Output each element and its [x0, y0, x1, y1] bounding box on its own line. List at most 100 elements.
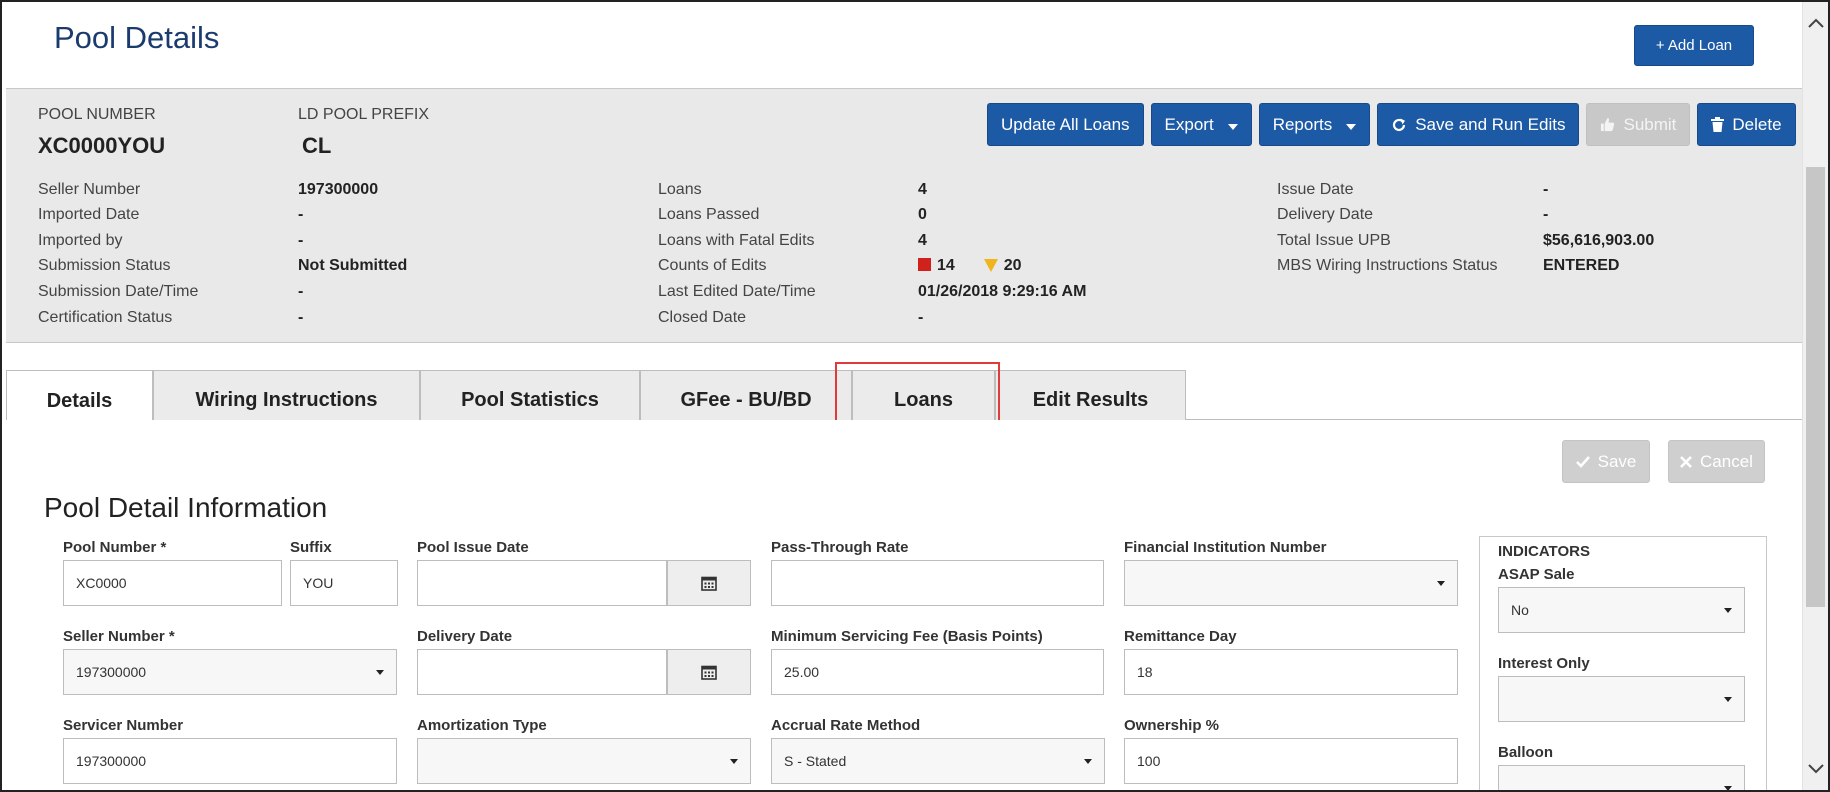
accrual-rate-method-select[interactable]: S - Stated — [771, 738, 1105, 784]
asap-sale-select[interactable]: No — [1498, 587, 1745, 633]
seller-number-select[interactable]: 197300000 — [63, 649, 397, 695]
delete-label: Delete — [1732, 114, 1782, 134]
remittance-day-label: Remittance Day — [1124, 628, 1237, 645]
indicators-title: INDICATORS — [1498, 543, 1590, 560]
pool-number-field-label: Pool Number * — [63, 539, 167, 556]
pool-issue-date-label: Pool Issue Date — [417, 539, 529, 556]
interest-only-select[interactable] — [1498, 676, 1745, 722]
delivery-date-row: Delivery Date - — [1277, 206, 1548, 224]
delete-button[interactable]: Delete — [1697, 103, 1796, 146]
cancel-label: Cancel — [1700, 451, 1753, 471]
thumbs-up-icon — [1601, 117, 1615, 132]
save-button[interactable]: Save — [1562, 440, 1650, 483]
fatal-square-icon — [918, 258, 931, 271]
pool-issue-date-calendar-button[interactable] — [667, 560, 751, 606]
loans-passed-label: Loans Passed — [658, 206, 760, 223]
delivery-date-input[interactable] — [417, 649, 667, 695]
cancel-button[interactable]: Cancel — [1668, 440, 1765, 483]
mbs-wiring-status-row: MBS Wiring Instructions Status ENTERED — [1277, 257, 1619, 275]
submission-status-value: Not Submitted — [298, 257, 408, 274]
vertical-scrollbar[interactable] — [1802, 2, 1828, 790]
submission-datetime-label: Submission Date/Time — [38, 283, 199, 300]
servicer-number-input[interactable]: 197300000 — [63, 738, 397, 784]
delivery-date-field-label: Delivery Date — [417, 628, 513, 645]
accrual-rate-method-label: Accrual Rate Method — [771, 717, 921, 734]
asap-sale-value: No — [1511, 602, 1529, 618]
loans-fatal-edits-row: Loans with Fatal Edits 4 — [658, 232, 927, 250]
tab-details-label: Details — [46, 389, 113, 412]
min-servicing-fee-input-value: 25.00 — [784, 664, 820, 680]
submission-datetime-value: - — [298, 283, 304, 300]
indicators-panel: INDICATORS ASAP Sale No Interest Only Ba… — [1479, 536, 1767, 790]
reports-button[interactable]: Reports — [1258, 103, 1371, 146]
imported-by-label: Imported by — [38, 232, 123, 249]
tab-details[interactable]: Details — [6, 370, 153, 421]
warning-triangle-icon — [983, 259, 998, 272]
financial-institution-number-label: Financial Institution Number — [1124, 539, 1327, 556]
pool-issue-date-input[interactable] — [417, 560, 667, 606]
delivery-date-calendar-button[interactable] — [667, 649, 751, 695]
loans-value: 4 — [918, 181, 927, 198]
scroll-down-icon[interactable] — [1803, 756, 1828, 782]
tab-wiring-instructions-label: Wiring Instructions — [195, 389, 378, 411]
last-edited-row: Last Edited Date/Time 01/26/2018 9:29:16… — [658, 283, 1086, 301]
caret-down-icon — [1724, 786, 1732, 790]
amortization-type-label: Amortization Type — [417, 717, 547, 734]
scrollbar-thumb[interactable] — [1806, 167, 1825, 607]
pass-through-rate-input[interactable] — [771, 560, 1104, 606]
export-button[interactable]: Export — [1150, 103, 1252, 146]
ownership-input[interactable]: 100 — [1124, 738, 1458, 784]
balloon-select[interactable] — [1498, 765, 1745, 790]
scroll-up-icon[interactable] — [1803, 10, 1828, 36]
imported-by-value: - — [298, 232, 304, 249]
update-all-loans-button[interactable]: Update All Loans — [987, 103, 1144, 146]
loans-fatal-edits-value: 4 — [918, 232, 927, 249]
interest-only-label: Interest Only — [1498, 655, 1590, 672]
caret-down-icon — [730, 759, 738, 764]
counts-of-edits-value: 14 20 — [918, 257, 1022, 275]
remittance-day-input[interactable]: 18 — [1124, 649, 1458, 695]
submission-status-row: Submission Status Not Submitted — [38, 257, 407, 275]
caret-down-icon — [1227, 123, 1238, 130]
suffix-input-value: YOU — [303, 575, 334, 591]
financial-institution-number-select[interactable] — [1124, 560, 1458, 606]
tab-wiring-instructions[interactable]: Wiring Instructions — [153, 370, 420, 420]
pool-number-value: XC0000YOU — [38, 133, 166, 158]
add-loan-button[interactable]: + Add Loan — [1634, 25, 1754, 66]
min-servicing-fee-input[interactable]: 25.00 — [771, 649, 1104, 695]
last-edited-label: Last Edited Date/Time — [658, 283, 816, 300]
save-and-run-edits-button[interactable]: Save and Run Edits — [1377, 103, 1580, 146]
seller-number-field-label: Seller Number * — [63, 628, 175, 645]
closed-date-value: - — [918, 309, 924, 326]
imported-by-row: Imported by - — [38, 232, 303, 250]
ownership-input-value: 100 — [1137, 753, 1161, 769]
section-title: Pool Detail Information — [44, 492, 328, 523]
counts-of-edits-row: Counts of Edits 14 20 — [658, 257, 1022, 275]
seller-number-select-value: 197300000 — [76, 664, 147, 680]
save-and-run-edits-label: Save and Run Edits — [1415, 114, 1566, 134]
delivery-date-label: Delivery Date — [1277, 206, 1374, 223]
servicer-number-input-value: 197300000 — [76, 753, 147, 769]
last-edited-value: 01/26/2018 9:29:16 AM — [918, 283, 1087, 300]
close-icon — [1680, 455, 1692, 468]
ld-pool-prefix-value: CL — [302, 133, 332, 158]
loans-row: Loans 4 — [658, 181, 927, 199]
fatal-count: 14 — [937, 257, 955, 274]
tab-loans[interactable]: Loans — [852, 370, 995, 420]
seller-number-label: Seller Number — [38, 181, 141, 198]
pool-number-input-value: XC0000 — [76, 575, 127, 591]
tab-pool-statistics-label: Pool Statistics — [461, 389, 599, 411]
warning-count: 20 — [1003, 257, 1022, 274]
tab-gfee-bu-bd[interactable]: GFee - BU/BD — [640, 370, 852, 420]
amortization-type-select[interactable] — [417, 738, 751, 784]
submit-button[interactable]: Submit — [1586, 103, 1691, 146]
pool-number-input[interactable]: XC0000 — [63, 560, 282, 606]
certification-status-row: Certification Status - — [38, 309, 303, 327]
loans-fatal-edits-label: Loans with Fatal Edits — [658, 232, 815, 249]
loans-label: Loans — [658, 181, 702, 198]
suffix-field-label: Suffix — [290, 539, 332, 556]
tab-pool-statistics[interactable]: Pool Statistics — [420, 370, 640, 420]
suffix-input[interactable]: YOU — [290, 560, 398, 606]
imported-date-value: - — [298, 206, 304, 223]
tab-edit-results[interactable]: Edit Results — [995, 370, 1186, 420]
